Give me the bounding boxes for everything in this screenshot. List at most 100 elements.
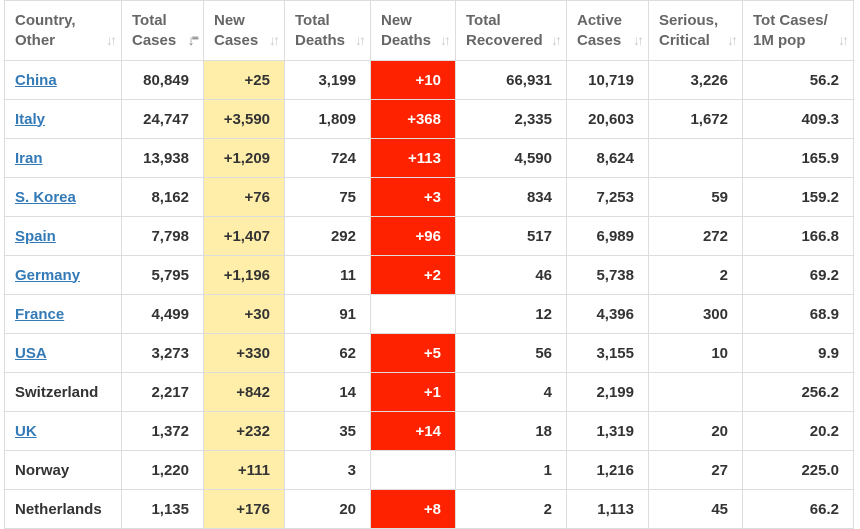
country-link[interactable]: Iran [15,149,43,167]
column-header-country[interactable]: Country, Other ↓↑ [4,0,122,61]
table-row: UK 1,372 +232 35 +14 18 1,319 20 20.2 [4,411,854,451]
cell-country: Italy [4,99,122,139]
table-row: Netherlands 1,135 +176 20 +8 2 1,113 45 66.2 [4,489,854,529]
cell-total-deaths: 11 [284,255,371,295]
column-header-cases-per-million[interactable]: Tot Cases/ 1M pop ↓↑ [742,0,854,61]
cell-total-recovered: 56 [455,333,567,373]
cell-serious-critical: 20 [648,411,743,451]
cell-country: Spain [4,216,122,256]
cell-new-cases: +1,209 [203,138,285,178]
cell-total-recovered: 18 [455,411,567,451]
cell-total-deaths: 91 [284,294,371,334]
cell-country: Norway [4,450,122,490]
table-row: China 80,849 +25 3,199 +10 66,931 10,719 3,226 5… [4,60,854,100]
column-header-serious-critical[interactable]: Serious, Critical ↓↑ [648,0,743,61]
cell-new-deaths: +14 [370,411,456,451]
cell-total-deaths: 3 [284,450,371,490]
table-header-row: Country, Other ↓↑ Total Cases ↓⁼ New Cases ↓↑… [4,0,854,61]
column-header-new-deaths[interactable]: New Deaths ↓↑ [370,0,456,61]
cell-cases-per-million: 159.2 [742,177,854,217]
column-header-label: Active Cases [577,12,623,49]
cell-country: S. Korea [4,177,122,217]
table-row: Iran 13,938 +1,209 724 +113 4,590 8,624 165.9 [4,138,854,178]
column-header-label: Tot Cases/ 1M pop [753,12,828,49]
sort-icon[interactable]: ↓↑ [269,32,280,48]
country-link[interactable]: Spain [15,227,56,245]
cell-total-cases: 3,273 [121,333,204,373]
sort-icon[interactable]: ↓↑ [838,32,849,48]
column-header-label: Total Cases [132,12,177,49]
cell-new-deaths: +10 [370,60,456,100]
table-row: Germany 5,795 +1,196 11 +2 46 5,738 2 69.2 [4,255,854,295]
column-header-total-recovered[interactable]: Total Recovered ↓↑ [455,0,567,61]
cell-new-deaths [370,450,456,490]
column-header-active-cases[interactable]: Active Cases ↓↑ [566,0,649,61]
sort-icon[interactable]: ↓↑ [633,32,644,48]
table-row: USA 3,273 +330 62 +5 56 3,155 10 9.9 [4,333,854,373]
column-header-label: Serious, Critical [659,12,719,49]
cell-active-cases: 3,155 [566,333,649,373]
cell-country: UK [4,411,122,451]
cell-serious-critical [648,138,743,178]
cell-total-cases: 2,217 [121,372,204,412]
country-link[interactable]: France [15,305,65,323]
cell-new-deaths: +3 [370,177,456,217]
cell-total-recovered: 2 [455,489,567,529]
cell-total-deaths: 292 [284,216,371,256]
cell-total-cases: 4,499 [121,294,204,334]
cell-total-recovered: 12 [455,294,567,334]
cell-total-cases: 5,795 [121,255,204,295]
cell-new-cases: +330 [203,333,285,373]
column-header-new-cases[interactable]: New Cases ↓↑ [203,0,285,61]
sort-icon[interactable]: ↓↑ [106,32,117,48]
country-name: Netherlands [15,500,102,518]
cell-cases-per-million: 66.2 [742,489,854,529]
cell-serious-critical: 2 [648,255,743,295]
cell-cases-per-million: 256.2 [742,372,854,412]
country-link[interactable]: UK [15,422,37,440]
cell-active-cases: 8,624 [566,138,649,178]
cell-country: Iran [4,138,122,178]
cell-total-cases: 7,798 [121,216,204,256]
country-name: Norway [15,461,70,479]
sort-descending-icon[interactable]: ↓⁼ [187,32,200,48]
cell-serious-critical: 10 [648,333,743,373]
cell-country: China [4,60,122,100]
table-row: S. Korea 8,162 +76 75 +3 834 7,253 59 159.2 [4,177,854,217]
cell-new-deaths: +368 [370,99,456,139]
country-link[interactable]: Italy [15,110,46,128]
cell-total-recovered: 66,931 [455,60,567,100]
column-header-total-deaths[interactable]: Total Deaths ↓↑ [284,0,371,61]
cell-active-cases: 5,738 [566,255,649,295]
sort-icon[interactable]: ↓↑ [355,32,366,48]
cell-active-cases: 2,199 [566,372,649,412]
cell-total-deaths: 35 [284,411,371,451]
cell-new-cases: +111 [203,450,285,490]
cell-total-recovered: 517 [455,216,567,256]
sort-icon[interactable]: ↓↑ [440,32,451,48]
cell-new-cases: +76 [203,177,285,217]
table-row: France 4,499 +30 91 12 4,396 300 68.9 [4,294,854,334]
cell-cases-per-million: 225.0 [742,450,854,490]
country-link[interactable]: Germany [15,266,81,284]
country-name: Switzerland [15,383,99,401]
cell-new-deaths: +8 [370,489,456,529]
sort-icon[interactable]: ↓↑ [551,32,562,48]
cell-total-cases: 1,135 [121,489,204,529]
cell-cases-per-million: 20.2 [742,411,854,451]
cell-new-deaths: +1 [370,372,456,412]
cell-total-recovered: 834 [455,177,567,217]
column-header-label: New Cases [214,12,259,49]
column-header-total-cases[interactable]: Total Cases ↓⁼ [121,0,204,61]
country-link[interactable]: China [15,71,57,89]
sort-icon[interactable]: ↓↑ [727,32,738,48]
country-link[interactable]: USA [15,344,47,362]
cell-serious-critical: 27 [648,450,743,490]
country-link[interactable]: S. Korea [15,188,76,206]
cell-cases-per-million: 166.8 [742,216,854,256]
cell-new-cases: +1,196 [203,255,285,295]
cell-country: Germany [4,255,122,295]
cell-new-cases: +1,407 [203,216,285,256]
cell-country: France [4,294,122,334]
cell-serious-critical [648,372,743,412]
